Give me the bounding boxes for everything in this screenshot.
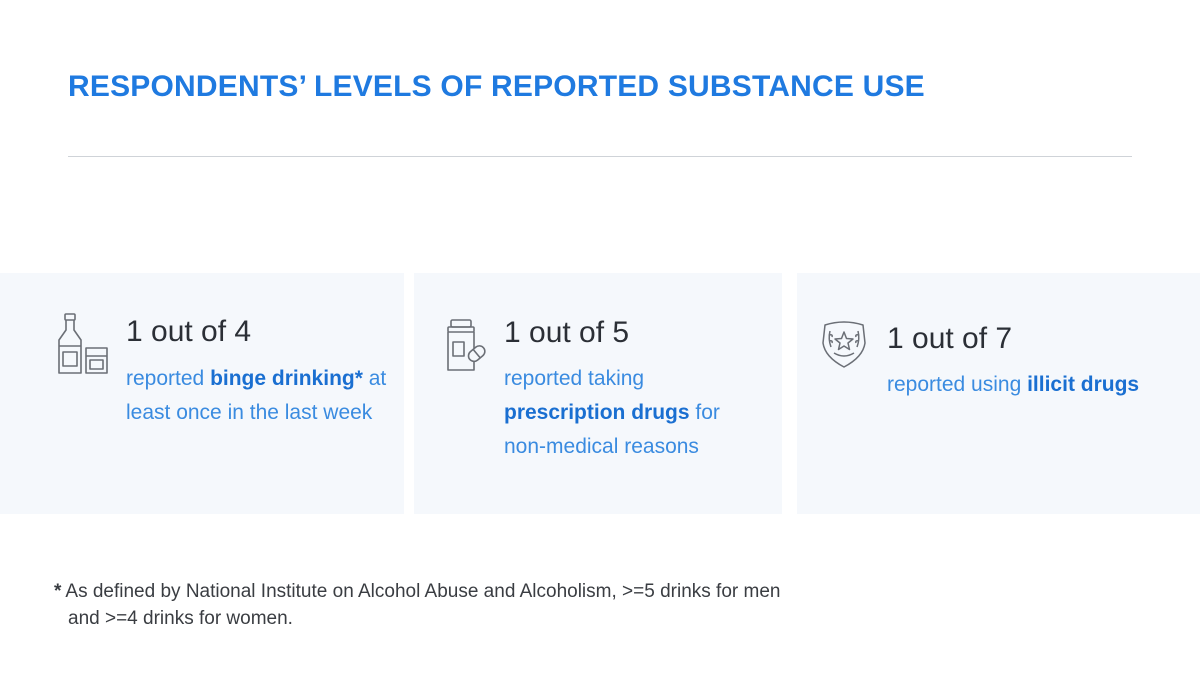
pill-bottle-icon	[447, 319, 486, 371]
page-title: RESPONDENTS’ LEVELS OF REPORTED SUBSTANC…	[68, 70, 925, 103]
stat-description: reported binge drinking* at least once i…	[126, 367, 387, 424]
emphasis-text: illicit drugs	[1027, 373, 1140, 396]
stat-card-illicit-drugs: 1 out of 7 reported using illicit drugs	[797, 273, 1200, 514]
stat-description: reported taking prescription drugs for n…	[504, 367, 720, 458]
footnote-marker: *	[54, 581, 62, 602]
footnote-line-2: and >=4 drinks for women.	[68, 608, 293, 629]
stat-card-prescription-drugs: 1 out of 5 reported taking prescription …	[414, 273, 782, 514]
stat-value: 1 out of 7	[887, 322, 1013, 355]
drug-badge-icon	[822, 321, 866, 368]
footnote-line-1: As defined by National Institute on Alco…	[65, 581, 781, 602]
emphasis-text: prescription drugs	[504, 401, 690, 424]
stat-description: reported using illicit drugs	[887, 373, 1140, 396]
footnote: * As defined by National Institute on Alc…	[54, 578, 780, 632]
stat-card-binge-drinking: 1 out of 4 reported binge drinking* at l…	[0, 273, 404, 514]
alcohol-bottle-glass-icon	[58, 313, 108, 374]
stat-value: 1 out of 4	[126, 315, 252, 348]
stat-value: 1 out of 5	[504, 316, 630, 349]
title-divider	[68, 156, 1132, 157]
emphasis-text: binge drinking*	[210, 367, 363, 390]
